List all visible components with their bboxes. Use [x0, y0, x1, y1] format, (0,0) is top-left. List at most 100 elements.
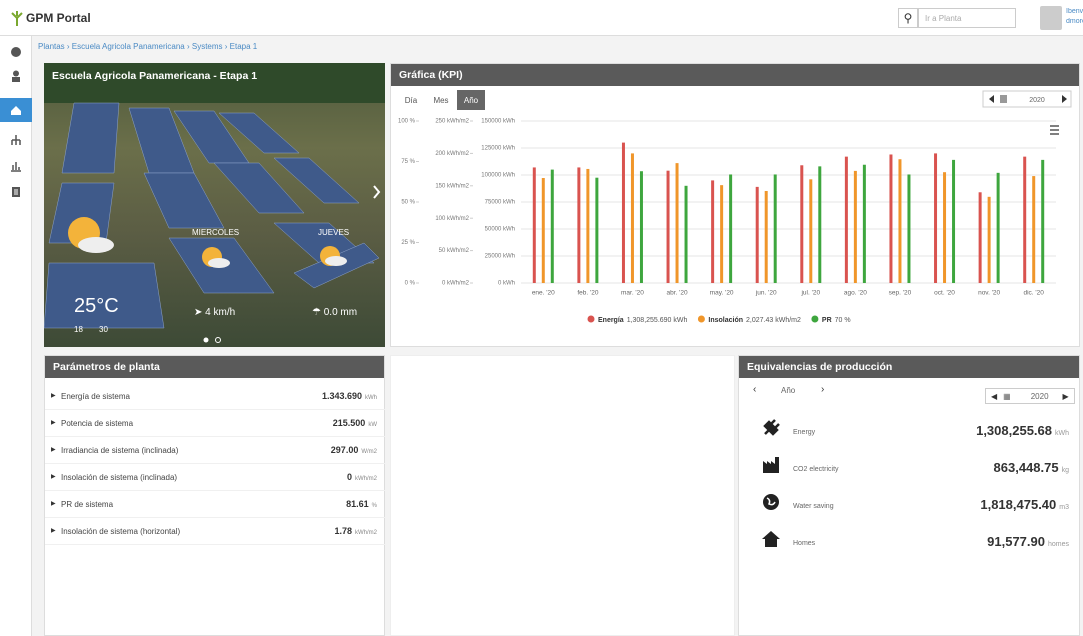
bar: [997, 173, 1000, 283]
nav-stats[interactable]: [0, 154, 32, 178]
calendar-icon: [1000, 95, 1007, 103]
equivalence-label: CO2 electricity: [793, 466, 839, 473]
y-tick-label: 100 %: [398, 119, 416, 125]
bar: [729, 174, 732, 283]
breadcrumb-item[interactable]: Escuela Agricola Panamericana: [72, 42, 185, 51]
arrow-left[interactable]: ◀: [991, 392, 997, 401]
expand-arrow[interactable]: ▶: [51, 419, 56, 426]
bar: [551, 170, 554, 283]
parameter-value: 215.500kW: [333, 418, 377, 428]
x-tick-label: feb. '20: [577, 290, 599, 297]
nav-globe[interactable]: [0, 40, 32, 64]
nav-user[interactable]: [0, 64, 32, 88]
equivalence-icon: [761, 455, 781, 475]
kpi-chart: DíaMesAño20200 %25 %50 %75 %100 %0 kWh/m…: [391, 86, 1079, 346]
user-email[interactable]: dmore: [1066, 18, 1083, 25]
parameter-value: 1.78kWh/m2: [334, 526, 377, 536]
user-name[interactable]: Ibenve: [1066, 8, 1083, 15]
breadcrumb-item[interactable]: Plantas: [38, 42, 65, 51]
expand-arrow[interactable]: ▶: [51, 392, 56, 399]
value: 91,577.90: [987, 534, 1045, 549]
period-tab[interactable]: Día: [405, 96, 418, 105]
equivalence-value: 863,448.75kg: [994, 460, 1069, 475]
x-tick-label: jun. '20: [755, 290, 777, 297]
parameters-title: Parámetros de planta: [45, 356, 384, 378]
value: 215.500: [333, 418, 366, 428]
temperature: 25°C: [74, 295, 119, 318]
value: 297.00: [331, 445, 359, 455]
legend-marker[interactable]: [698, 316, 705, 323]
period-tab[interactable]: Mes: [433, 96, 448, 105]
nav-dashboard[interactable]: [0, 98, 32, 122]
temp-max: 30: [99, 325, 108, 334]
y-tick-label: 0 kWh: [498, 281, 515, 287]
bar: [577, 167, 580, 283]
x-tick-label: jul. '20: [800, 290, 820, 297]
parameter-label: Energía de sistema: [61, 392, 130, 401]
plant-title: Escuela Agricola Panamericana - Etapa 1: [52, 70, 257, 82]
user-avatar[interactable]: [1040, 6, 1062, 30]
expand-arrow[interactable]: ▶: [51, 446, 56, 453]
period-prev[interactable]: ‹: [753, 384, 756, 395]
search-button[interactable]: ⚲: [898, 8, 918, 28]
year-selector[interactable]: ◀ ▦ 2020 ▶: [985, 388, 1075, 404]
bar: [800, 165, 803, 283]
unit: kWh/m2: [355, 530, 377, 536]
x-tick-label: may. '20: [710, 290, 734, 297]
bar: [720, 185, 723, 283]
bar: [889, 154, 892, 283]
expand-arrow[interactable]: ▶: [51, 473, 56, 480]
period-tab[interactable]: Año: [464, 96, 479, 105]
bar: [898, 159, 901, 283]
page: GPM Portal ⚲ Ir a Planta Ibenve dmore Pl…: [0, 0, 1083, 636]
parameter-row: ▶PR de sistema81.61%: [45, 492, 385, 518]
search-input[interactable]: Ir a Planta: [918, 8, 1016, 28]
y-tick-label: 50000 kWh: [485, 227, 515, 233]
bar: [542, 178, 545, 283]
nav-tree[interactable]: [0, 128, 32, 152]
bar: [1041, 160, 1044, 283]
x-tick-label: dic. '20: [1024, 290, 1045, 297]
legend-marker[interactable]: [811, 316, 818, 323]
bar: [711, 180, 714, 283]
legend-total: 1,308,255.690 kWh: [627, 317, 688, 324]
bar: [676, 163, 679, 283]
legend-marker[interactable]: [588, 316, 595, 323]
period-next[interactable]: ›: [821, 384, 824, 395]
bar: [1032, 176, 1035, 283]
y-tick-label: 75 %: [401, 159, 415, 165]
bar: [809, 179, 812, 283]
bar: [934, 153, 937, 283]
bar: [756, 187, 759, 283]
breadcrumb-item[interactable]: Systems: [192, 42, 223, 51]
nav-document[interactable]: [0, 180, 32, 204]
bar: [685, 186, 688, 283]
expand-arrow[interactable]: ▶: [51, 527, 56, 534]
expand-arrow[interactable]: ▶: [51, 500, 56, 507]
parameter-label: PR de sistema: [61, 500, 113, 509]
legend-name[interactable]: Insolación: [708, 317, 743, 324]
breadcrumb: Plantas › Escuela Agricola Panamericana …: [38, 42, 257, 51]
menu-icon[interactable]: [1050, 126, 1059, 134]
equivalences-panel: Equivalencias de producción ‹ Año › ◀ ▦ …: [738, 355, 1080, 636]
unit: kWh/m2: [355, 476, 377, 482]
wind-value: 4 km/h: [205, 307, 235, 318]
legend-total: 70 %: [835, 317, 851, 324]
y-tick-label: 200 kWh/m2: [435, 151, 469, 157]
forecast-day: MIERCOLES: [192, 228, 239, 237]
year: 2020: [1031, 392, 1049, 401]
year-selector[interactable]: [983, 91, 1071, 107]
weather-panel: Escuela Agricola Panamericana - Etapa 1 …: [44, 63, 385, 347]
parameter-label: Insolación de sistema (horizontal): [61, 527, 180, 536]
unit: W/m2: [361, 449, 377, 455]
legend-name[interactable]: Energía: [598, 317, 624, 324]
legend-name[interactable]: PR: [822, 317, 832, 324]
arrow-right[interactable]: ▶: [1063, 392, 1069, 401]
bar: [952, 160, 955, 283]
y-tick-label: 250 kWh/m2: [435, 119, 469, 125]
